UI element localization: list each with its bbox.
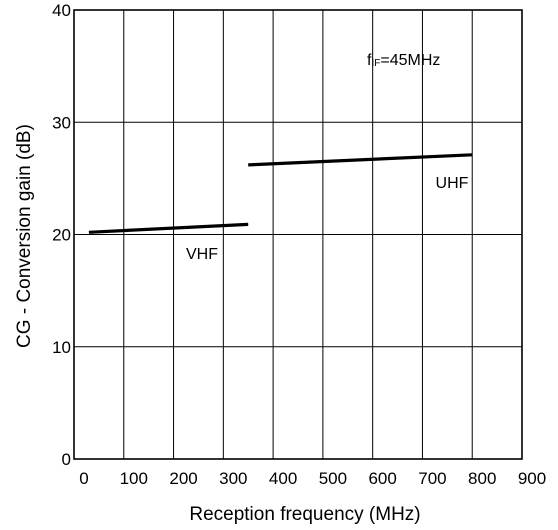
x-tick-0: 0	[79, 469, 88, 488]
y-tick-10: 10	[52, 338, 71, 357]
x-tick-700: 700	[418, 469, 446, 488]
x-tick-900: 900	[518, 469, 546, 488]
x-tick-600: 600	[368, 469, 396, 488]
y-axis-title: CG - Conversion gain (dB)	[14, 124, 35, 348]
series-line-vhf	[88, 222, 249, 234]
x-tick-400: 400	[269, 469, 297, 488]
series-line-uhf	[248, 153, 473, 167]
series-label-uhf: UHF	[436, 175, 469, 192]
condition-main: f	[367, 52, 372, 69]
x-tick-500: 500	[319, 469, 347, 488]
condition-subscript: IF	[371, 58, 380, 69]
horizontal-gridlines	[74, 121, 522, 348]
x-axis-title: Reception frequency (MHz)	[189, 504, 420, 525]
x-tick-labels: 0 100 200 300 400 500 600 700 800 900	[79, 469, 546, 488]
y-tick-labels: 0 10 20 30 40	[52, 1, 71, 469]
y-tick-40: 40	[52, 1, 71, 20]
x-tick-300: 300	[219, 469, 247, 488]
series-layer	[88, 153, 473, 234]
x-tick-800: 800	[468, 469, 496, 488]
y-tick-30: 30	[52, 113, 71, 132]
condition-tail: =45MHz	[380, 52, 440, 69]
x-tick-200: 200	[169, 469, 197, 488]
series-label-vhf: VHF	[186, 246, 218, 263]
y-tick-0: 0	[62, 450, 71, 469]
plot-frame	[73, 9, 523, 460]
y-tick-20: 20	[52, 226, 71, 245]
condition-annotation: fIF=45MHz	[367, 52, 440, 69]
x-tick-100: 100	[120, 469, 148, 488]
